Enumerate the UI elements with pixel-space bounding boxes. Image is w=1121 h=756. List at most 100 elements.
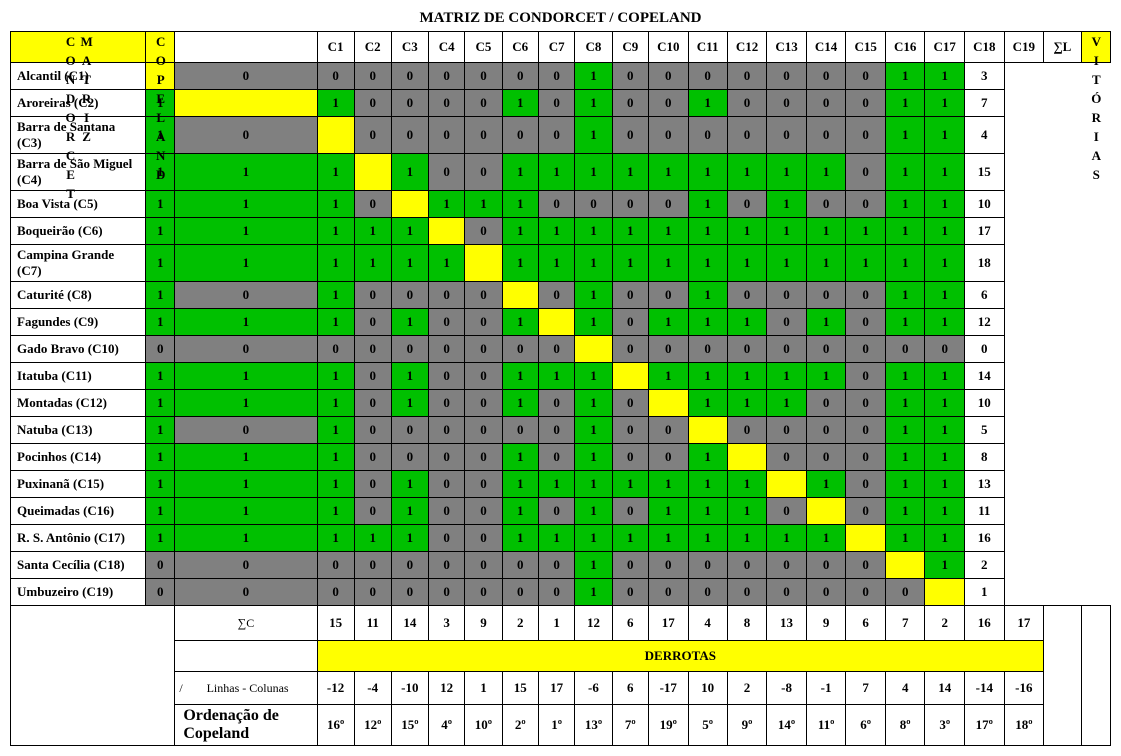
matrix-cell: 1 bbox=[146, 417, 175, 444]
matrix-cell: 0 bbox=[612, 498, 648, 525]
matrix-cell: 0 bbox=[538, 552, 574, 579]
col-sum: 11 bbox=[354, 606, 391, 641]
matrix-cell: 0 bbox=[428, 390, 464, 417]
matrix-cell: 1 bbox=[538, 363, 574, 390]
matrix-cell: 1 bbox=[317, 363, 354, 390]
matrix-cell: 1 bbox=[502, 245, 538, 282]
row-sum: 6 bbox=[965, 282, 1005, 309]
row-sum: 4 bbox=[965, 117, 1005, 154]
matrix-cell: 1 bbox=[354, 218, 391, 245]
matrix-cell: 1 bbox=[146, 444, 175, 471]
matrix-cell: 1 bbox=[146, 363, 175, 390]
matrix-cell: 1 bbox=[391, 218, 428, 245]
matrix-cell: 0 bbox=[727, 552, 767, 579]
row-label: Caturité (C8) bbox=[11, 282, 146, 309]
col-sum: 8 bbox=[727, 606, 767, 641]
matrix-cell: 1 bbox=[317, 282, 354, 309]
matrix-cell: 1 bbox=[146, 245, 175, 282]
matrix-cell: 1 bbox=[727, 309, 767, 336]
matrix-cell: 1 bbox=[648, 363, 688, 390]
matrix-cell: 1 bbox=[612, 218, 648, 245]
matrix-cell: 0 bbox=[538, 579, 574, 606]
footer-pad bbox=[1044, 606, 1081, 746]
matrix-cell: 1 bbox=[925, 282, 965, 309]
col-sum: 16 bbox=[965, 606, 1005, 641]
matrix-cell: 1 bbox=[925, 245, 965, 282]
matrix-cell: 1 bbox=[146, 498, 175, 525]
matrix-cell: 1 bbox=[175, 309, 317, 336]
matrix-cell: 1 bbox=[688, 90, 727, 117]
matrix-cell: 0 bbox=[428, 90, 464, 117]
matrix-cell: 0 bbox=[465, 552, 502, 579]
matrix-cell bbox=[391, 191, 428, 218]
row-label: Gado Bravo (C10) bbox=[11, 336, 146, 363]
matrix-cell: 0 bbox=[538, 117, 574, 154]
diff-cell: 4 bbox=[885, 672, 925, 705]
matrix-cell: 1 bbox=[575, 309, 612, 336]
matrix-cell: 0 bbox=[538, 390, 574, 417]
matrix-cell: 0 bbox=[354, 471, 391, 498]
matrix-cell: 0 bbox=[846, 552, 886, 579]
matrix-cell: 1 bbox=[391, 471, 428, 498]
matrix-cell: 1 bbox=[502, 309, 538, 336]
matrix-cell bbox=[688, 417, 727, 444]
matrix-cell: 1 bbox=[317, 498, 354, 525]
right-label: VITÓRIAS bbox=[1081, 32, 1110, 63]
col-header: C6 bbox=[502, 32, 538, 63]
col-sum: 12 bbox=[575, 606, 612, 641]
row-sum: 18 bbox=[965, 245, 1005, 282]
col-header: C2 bbox=[354, 32, 391, 63]
matrix-cell: 0 bbox=[727, 282, 767, 309]
matrix-cell: 0 bbox=[648, 579, 688, 606]
matrix-cell: 1 bbox=[688, 498, 727, 525]
matrix-cell: 0 bbox=[727, 117, 767, 154]
matrix-cell: 1 bbox=[688, 282, 727, 309]
matrix-cell: 0 bbox=[428, 154, 464, 191]
matrix-cell: 1 bbox=[317, 390, 354, 417]
footer-pad bbox=[1081, 606, 1110, 746]
matrix-cell: 0 bbox=[767, 117, 807, 154]
matrix-cell: 1 bbox=[925, 154, 965, 191]
matrix-cell: 1 bbox=[317, 309, 354, 336]
matrix-cell: 1 bbox=[688, 309, 727, 336]
matrix-cell: 0 bbox=[767, 282, 807, 309]
matrix-cell: 1 bbox=[575, 363, 612, 390]
col-header: C18 bbox=[965, 32, 1005, 63]
matrix-cell: 1 bbox=[885, 282, 925, 309]
matrix-cell: 0 bbox=[354, 552, 391, 579]
matrix-cell: 1 bbox=[767, 245, 807, 282]
matrix-cell: 0 bbox=[612, 191, 648, 218]
matrix-cell: 1 bbox=[648, 245, 688, 282]
row-label: Fagundes (C9) bbox=[11, 309, 146, 336]
matrix-cell: 1 bbox=[885, 154, 925, 191]
row-sum: 5 bbox=[965, 417, 1005, 444]
col-sum: 7 bbox=[885, 606, 925, 641]
chart-title: MATRIZ DE CONDORCET / COPELAND bbox=[10, 10, 1111, 27]
matrix-cell: 1 bbox=[538, 471, 574, 498]
row-sum: 1 bbox=[965, 579, 1005, 606]
matrix-cell: 1 bbox=[575, 444, 612, 471]
matrix-cell: 1 bbox=[146, 309, 175, 336]
matrix-cell: 1 bbox=[688, 471, 727, 498]
diff-cell: 17 bbox=[538, 672, 574, 705]
ordering-label: Ordenação de Copeland bbox=[175, 705, 317, 746]
matrix-cell: 0 bbox=[428, 498, 464, 525]
row-sum: 7 bbox=[965, 90, 1005, 117]
matrix-cell bbox=[354, 154, 391, 191]
matrix-cell bbox=[727, 444, 767, 471]
matrix-cell: 0 bbox=[648, 336, 688, 363]
matrix-cell: 0 bbox=[612, 117, 648, 154]
matrix-cell: 1 bbox=[767, 390, 807, 417]
matrix-cell: 1 bbox=[727, 245, 767, 282]
footer-pad bbox=[146, 606, 175, 746]
matrix-cell: 0 bbox=[806, 90, 846, 117]
matrix-cell: 0 bbox=[648, 552, 688, 579]
ordering-cell: 16º bbox=[317, 705, 354, 746]
matrix-cell: 1 bbox=[767, 191, 807, 218]
matrix-cell: 1 bbox=[806, 363, 846, 390]
row-sum: 8 bbox=[965, 444, 1005, 471]
matrix-cell: 1 bbox=[502, 471, 538, 498]
col-sum: 6 bbox=[846, 606, 886, 641]
matrix-cell: 0 bbox=[175, 282, 317, 309]
matrix-cell: 0 bbox=[146, 552, 175, 579]
